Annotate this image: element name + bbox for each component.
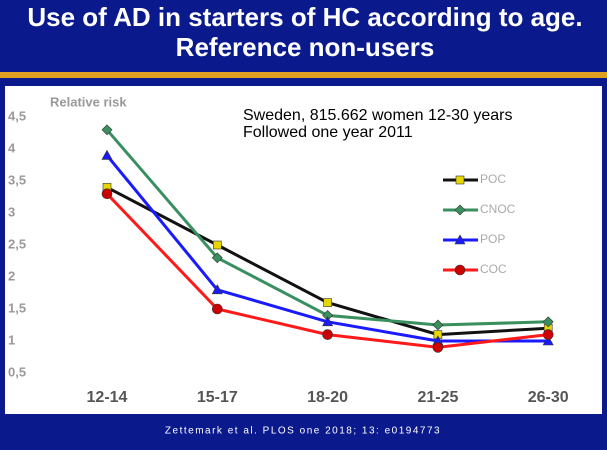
legend-marker — [454, 204, 466, 216]
y-tick-label: 4 — [8, 140, 16, 155]
legend-marker — [454, 264, 466, 276]
footer-citation: Zettemark et al. PLOS one 2018; 13: e019… — [165, 426, 441, 437]
data-point — [211, 252, 223, 264]
legend-label: CNOC — [480, 202, 516, 216]
x-tick-label: 26-30 — [528, 389, 569, 406]
data-point — [542, 335, 554, 346]
legend-label: COC — [480, 262, 507, 276]
annotation: Followed one year 2011 — [243, 124, 413, 141]
legend-marker — [455, 175, 465, 185]
data-point — [322, 329, 333, 340]
title-underline — [0, 72, 607, 78]
data-point — [213, 240, 222, 250]
x-tick-label: 12-14 — [87, 389, 128, 406]
y-tick-label: 0,5 — [8, 364, 26, 379]
data-point — [322, 316, 334, 327]
data-point — [432, 342, 444, 353]
data-point — [101, 124, 113, 136]
data-point — [432, 319, 444, 331]
chart-area — [5, 86, 602, 414]
x-tick-label: 21-25 — [417, 389, 458, 406]
legend-marker — [454, 234, 466, 245]
legend-label: POP — [480, 232, 505, 246]
data-point — [211, 284, 223, 295]
data-point — [212, 303, 223, 315]
slide-title: Use of AD in starters of HC according to… — [27, 2, 583, 62]
y-tick-label: 1,5 — [8, 300, 26, 315]
data-point — [101, 149, 113, 160]
y-axis-label: Relative risk — [50, 94, 127, 109]
annotation: Sweden, 815.662 women 12-30 years — [243, 107, 513, 124]
y-tick-label: 2,5 — [8, 236, 26, 251]
data-point — [323, 298, 332, 307]
y-tick-label: 2 — [8, 268, 15, 283]
y-tick-label: 1 — [8, 332, 15, 347]
x-tick-label: 15-17 — [197, 389, 238, 406]
x-tick-label: 18-20 — [307, 389, 348, 406]
y-tick-label: 4,5 — [8, 108, 26, 123]
data-point — [542, 329, 554, 340]
data-point — [542, 316, 554, 328]
y-tick-label: 3 — [8, 204, 15, 219]
legend-label: POC — [480, 172, 506, 186]
title-box: Use of AD in starters of HC according to… — [27, 2, 583, 62]
y-tick-label: 3,5 — [8, 172, 26, 187]
data-point — [101, 188, 113, 200]
